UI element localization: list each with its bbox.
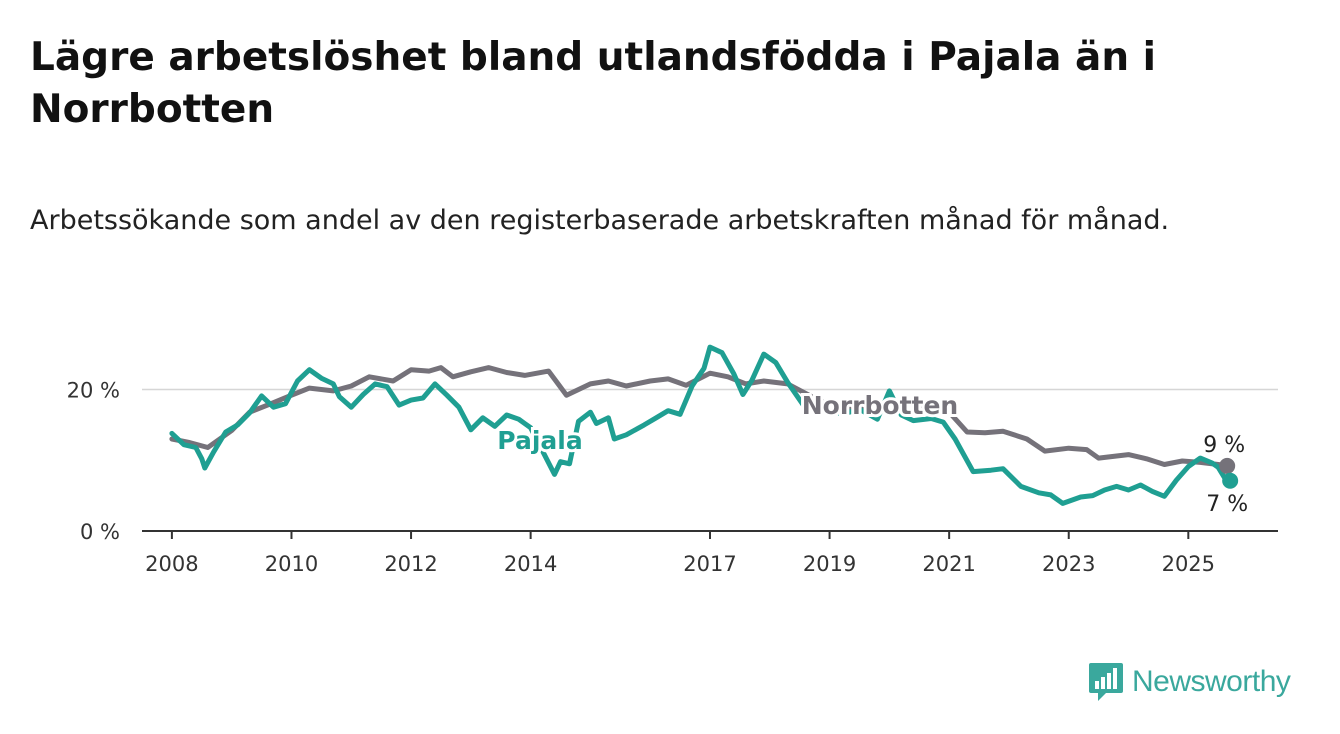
y-tick-label: 20 % [67,379,120,403]
x-tick-label: 2019 [803,552,856,576]
series-end-label-norrbotten: 9 % [1203,433,1245,458]
x-tick-label: 2017 [683,552,736,576]
chart-subtitle: Arbetssökande som andel av den registerb… [30,205,1170,236]
x-tick-label: 2012 [384,552,437,576]
x-tick-label: 2014 [504,552,557,576]
x-tick-label: 2021 [922,552,975,576]
brand-name: Newsworthy [1132,665,1291,698]
series-end-label-pajala: 7 % [1206,492,1248,517]
series-end-marker-pajala [1222,472,1239,489]
series-label-pajala: Pajala [497,426,582,455]
x-tick-label: 2025 [1162,552,1215,576]
x-tick-label: 2023 [1042,552,1095,576]
x-tick-label: 2008 [145,552,198,576]
series-end-marker-norrbotten [1219,457,1236,474]
series-label-norrbotten: Norrbotten [802,391,958,420]
chart-title: Lägre arbetslöshet bland utlandsfödda i … [30,35,1157,132]
newsworthy-logo: Newsworthy [1088,660,1291,704]
x-tick-label: 2010 [265,552,318,576]
y-tick-label: 0 % [80,520,120,544]
bar-chart-logo-icon [1089,663,1123,701]
series-line-pajala [169,344,1233,506]
